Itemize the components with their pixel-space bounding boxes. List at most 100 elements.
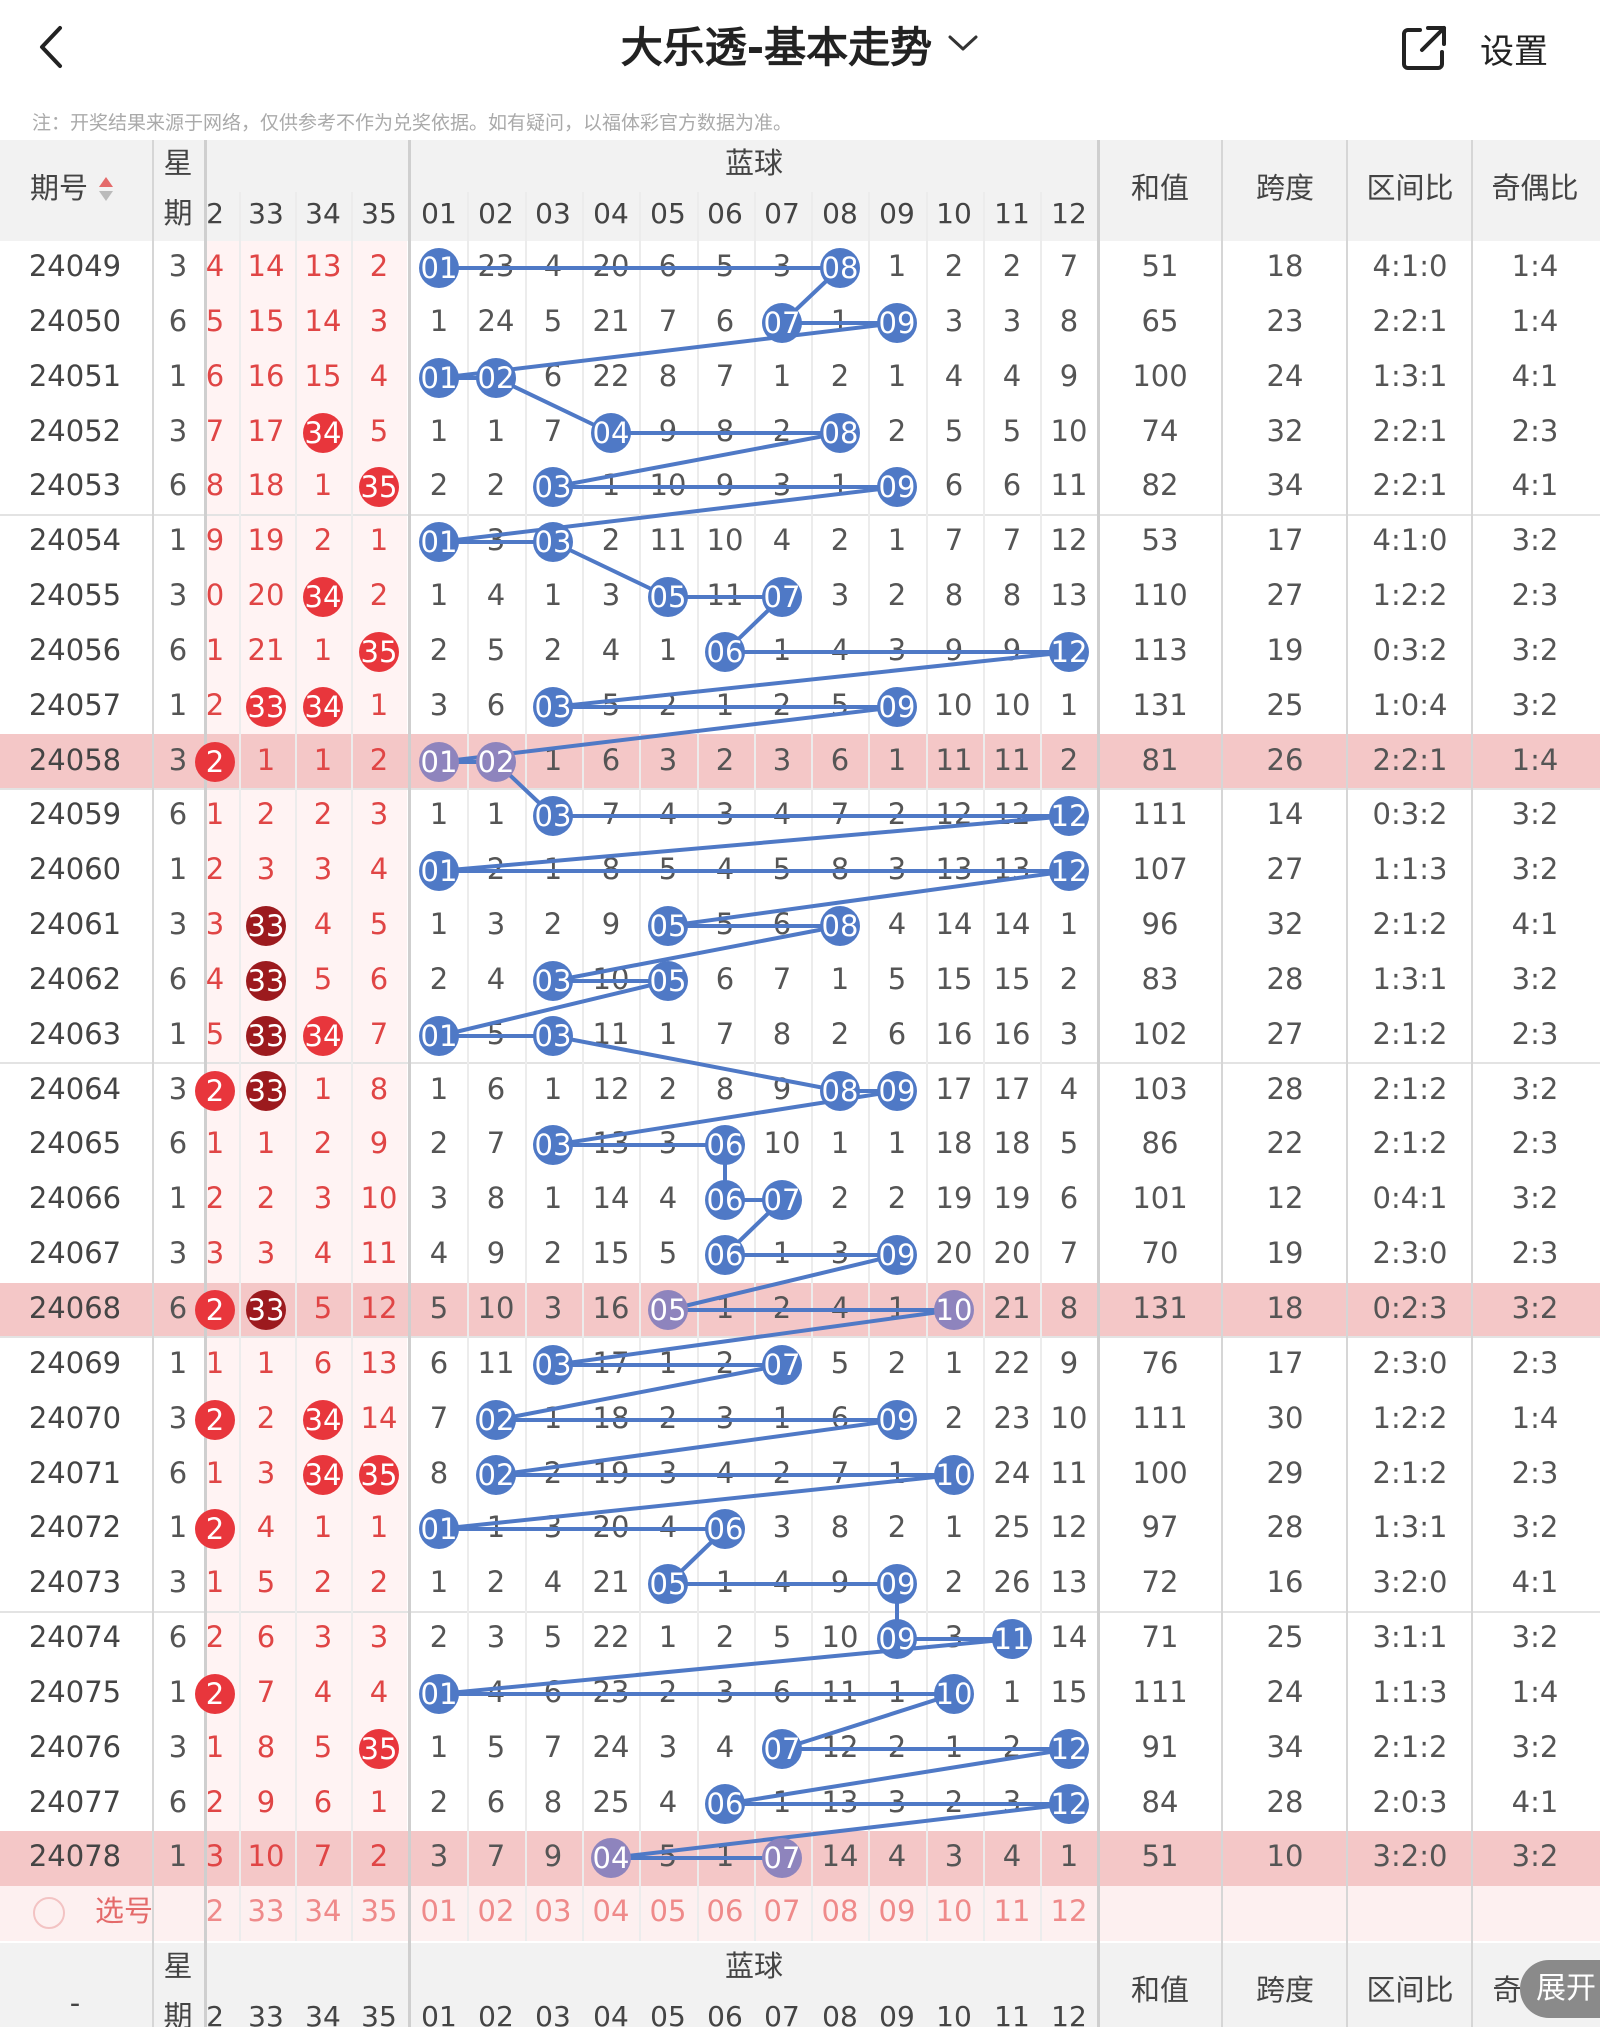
blue-miss-count: 6: [715, 304, 735, 338]
front-miss-count: 18: [247, 468, 285, 502]
weekday: 6: [168, 1291, 188, 1325]
select-blue-04[interactable]: 04: [592, 1894, 630, 1928]
disclaimer-notice: 注：开奖结果来源于网络，仅供参考不作为兑奖依据。如有疑问，以福体彩官方数据为准。: [32, 112, 793, 134]
blue-ball-hit: 09: [877, 1071, 917, 1111]
footer-front-col-34: 34: [305, 2000, 341, 2027]
blue-miss-count: 2: [429, 1620, 449, 1654]
blue-miss-count: 4: [601, 633, 621, 667]
issue-number: 24051: [28, 359, 122, 393]
zone-ratio-value: 1:3:1: [1372, 962, 1448, 996]
front-miss-count: 2: [256, 797, 276, 831]
front-miss-count: 10: [247, 1839, 285, 1873]
select-front-35[interactable]: 35: [360, 1894, 398, 1928]
blue-miss-count: 2: [715, 1620, 735, 1654]
blue-miss-count: 1: [429, 414, 449, 448]
odd-even-value: 2:3: [1511, 414, 1559, 448]
blue-ball-hit: 08: [820, 248, 860, 288]
span-value: 24: [1266, 1675, 1304, 1709]
select-front-33[interactable]: 33: [247, 1894, 285, 1928]
front-ball-hit: 35: [359, 467, 399, 507]
select-blue-01[interactable]: 01: [420, 1894, 458, 1928]
front-ball-hit: 34: [303, 413, 343, 453]
front-miss-count: 6: [369, 962, 389, 996]
front-ball-hit: 33: [246, 961, 286, 1001]
column-divider: [754, 192, 756, 1941]
blue-ball-hit: 09: [877, 1400, 917, 1440]
front-miss-count: 3: [256, 1456, 276, 1490]
blue-miss-count: 1: [486, 797, 506, 831]
span-value: 22: [1266, 1126, 1304, 1160]
column-divider: [926, 192, 928, 1941]
blue-miss-count: 15: [1050, 1675, 1088, 1709]
select-blue-05[interactable]: 05: [649, 1894, 687, 1928]
blue-miss-count: 11: [477, 1346, 515, 1380]
front-ball-hit: 34: [303, 577, 343, 617]
select-blue-02[interactable]: 02: [477, 1894, 515, 1928]
select-radio-icon[interactable]: [33, 1897, 65, 1929]
blue-miss-count: 19: [935, 1181, 973, 1215]
blue-miss-count: 2: [429, 633, 449, 667]
expand-button[interactable]: 展开: [1520, 1960, 1600, 2018]
select-front-2[interactable]: 2: [205, 1894, 225, 1928]
select-blue-10[interactable]: 10: [935, 1894, 973, 1928]
span-value: 18: [1266, 1291, 1304, 1325]
blue-ball-hit: 09: [877, 1235, 917, 1275]
select-front-34[interactable]: 34: [304, 1894, 342, 1928]
blue-miss-count: 6: [715, 962, 735, 996]
footer-blue-group-header: 蓝球: [724, 1949, 783, 1983]
footer-week-bottom: 期: [163, 1999, 193, 2027]
sum-value: 51: [1141, 249, 1179, 283]
issue-number: 24075: [28, 1675, 122, 1709]
front-miss-count: 5: [205, 304, 225, 338]
blue-miss-count: 8: [772, 1017, 792, 1051]
select-blue-12[interactable]: 12: [1050, 1894, 1088, 1928]
table-header: [0, 140, 1600, 241]
weekday: 6: [168, 1785, 188, 1819]
front-ball-hit: 35: [359, 632, 399, 672]
blue-ball-hit: 05: [648, 906, 688, 946]
front-ball-hit: 34: [303, 1016, 343, 1056]
blue-miss-count: 4: [772, 523, 792, 557]
select-blue-07[interactable]: 07: [763, 1894, 801, 1928]
front-ball-hit: 34: [303, 687, 343, 727]
select-blue-03[interactable]: 03: [534, 1894, 572, 1928]
issue-number: 24063: [28, 1017, 122, 1051]
sum-value: 74: [1141, 414, 1179, 448]
front-miss-count: 2: [205, 1620, 225, 1654]
blue-miss-count: 1: [543, 578, 563, 612]
trend-table: 期号星期蓝球 2 33 34 35 01 02 03 04 05 06 07 08 09 10 11 12 和值跨…: [0, 140, 1600, 2027]
sum-value: 70: [1141, 1236, 1179, 1270]
zone-ratio-value: 1:1:3: [1372, 1675, 1448, 1709]
front-miss-count: 4: [205, 249, 225, 283]
issue-number: 24067: [28, 1236, 122, 1270]
front-miss-count: 8: [256, 1730, 276, 1764]
share-icon[interactable]: [1398, 22, 1450, 74]
blue-col-header-03: 03: [535, 197, 571, 230]
select-blue-09[interactable]: 09: [878, 1894, 916, 1928]
front-miss-count: 13: [304, 249, 342, 283]
blue-miss-count: 5: [1002, 414, 1022, 448]
blue-miss-count: 2: [1059, 743, 1079, 777]
blue-miss-count: 7: [1002, 523, 1022, 557]
select-blue-06[interactable]: 06: [706, 1894, 744, 1928]
back-arrow-icon[interactable]: [30, 22, 74, 72]
odd-even-value: 1:4: [1511, 743, 1559, 777]
chart-type-selector[interactable]: 大乐透-基本走势: [0, 14, 1600, 75]
select-blue-08[interactable]: 08: [821, 1894, 859, 1928]
chevron-down-icon: [947, 33, 979, 57]
footer-odd-even-header: 奇: [1492, 1973, 1522, 2007]
blue-ball-hit: 08: [820, 413, 860, 453]
front-miss-count: 9: [256, 1785, 276, 1819]
blue-miss-count: 5: [429, 1291, 449, 1325]
column-divider: [697, 192, 699, 1941]
settings-button[interactable]: 设置: [1480, 32, 1548, 72]
blue-miss-count: 10: [477, 1291, 515, 1325]
sort-arrows-icon[interactable]: [98, 176, 114, 202]
blue-col-header-04: 04: [593, 197, 629, 230]
front-miss-count: 9: [205, 523, 225, 557]
column-divider: [525, 192, 527, 1941]
blue-miss-count: 2: [830, 359, 850, 393]
blue-miss-count: 5: [543, 304, 563, 338]
select-blue-11[interactable]: 11: [993, 1894, 1031, 1928]
footer-blue-col-10: 10: [936, 2000, 972, 2027]
